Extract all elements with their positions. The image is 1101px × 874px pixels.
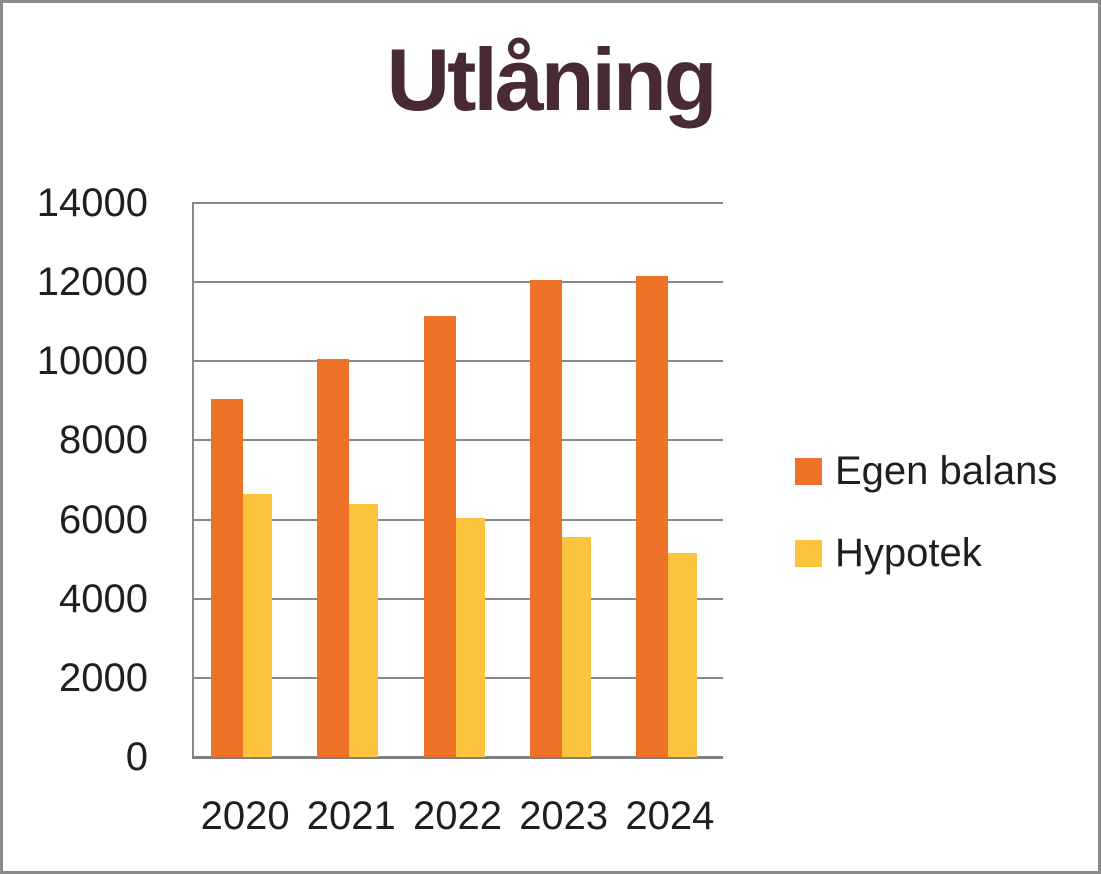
- legend-label: Egen balans: [835, 448, 1058, 493]
- legend-swatch-egen-balans: [795, 457, 822, 485]
- chart-title: Utlåning: [386, 30, 718, 129]
- x-axis-tick-label: 2020: [200, 794, 290, 838]
- y-axis-line: [192, 203, 194, 757]
- bar-egen-balans: [317, 359, 350, 757]
- legend-entry-hypotek: Hypotek: [795, 531, 982, 575]
- y-axis-tick-label: 14000: [36, 181, 148, 225]
- gridline: [192, 281, 723, 284]
- y-axis-tick-label: 4000: [59, 576, 148, 621]
- x-axis-line: [192, 756, 723, 759]
- bar-egen-balans: [423, 315, 456, 757]
- bar-hypotek: [667, 553, 697, 757]
- bar-egen-balans: [635, 276, 668, 757]
- y-axis-tick-label: 10000: [36, 339, 148, 384]
- bar-egen-balans: [211, 398, 244, 757]
- legend-label: Hypotek: [835, 530, 982, 575]
- bar-hypotek: [455, 517, 485, 757]
- x-axis-tick-label: 2024: [625, 794, 715, 838]
- y-axis-tick-label: 8000: [59, 418, 148, 463]
- y-axis-tick-label: 6000: [59, 497, 148, 542]
- y-axis-tick-label: 12000: [36, 260, 148, 305]
- bar-hypotek: [349, 503, 379, 757]
- x-axis-tick-label: 2023: [519, 794, 609, 838]
- bar-hypotek: [243, 493, 273, 757]
- bar-hypotek: [561, 537, 591, 757]
- gridline: [192, 439, 723, 442]
- y-axis-tick-label: 0: [125, 735, 148, 779]
- legend-entry-egen-balans: Egen balans: [795, 449, 1057, 493]
- x-axis-tick-label: 2022: [412, 794, 502, 838]
- x-axis-tick-label: 2021: [306, 794, 396, 838]
- gridline: [192, 360, 723, 363]
- legend-swatch-hypotek: [795, 539, 822, 567]
- y-axis-tick-label: 2000: [59, 655, 148, 700]
- plot-area: [192, 202, 723, 759]
- gridline: [192, 202, 723, 204]
- bar-egen-balans: [529, 280, 562, 757]
